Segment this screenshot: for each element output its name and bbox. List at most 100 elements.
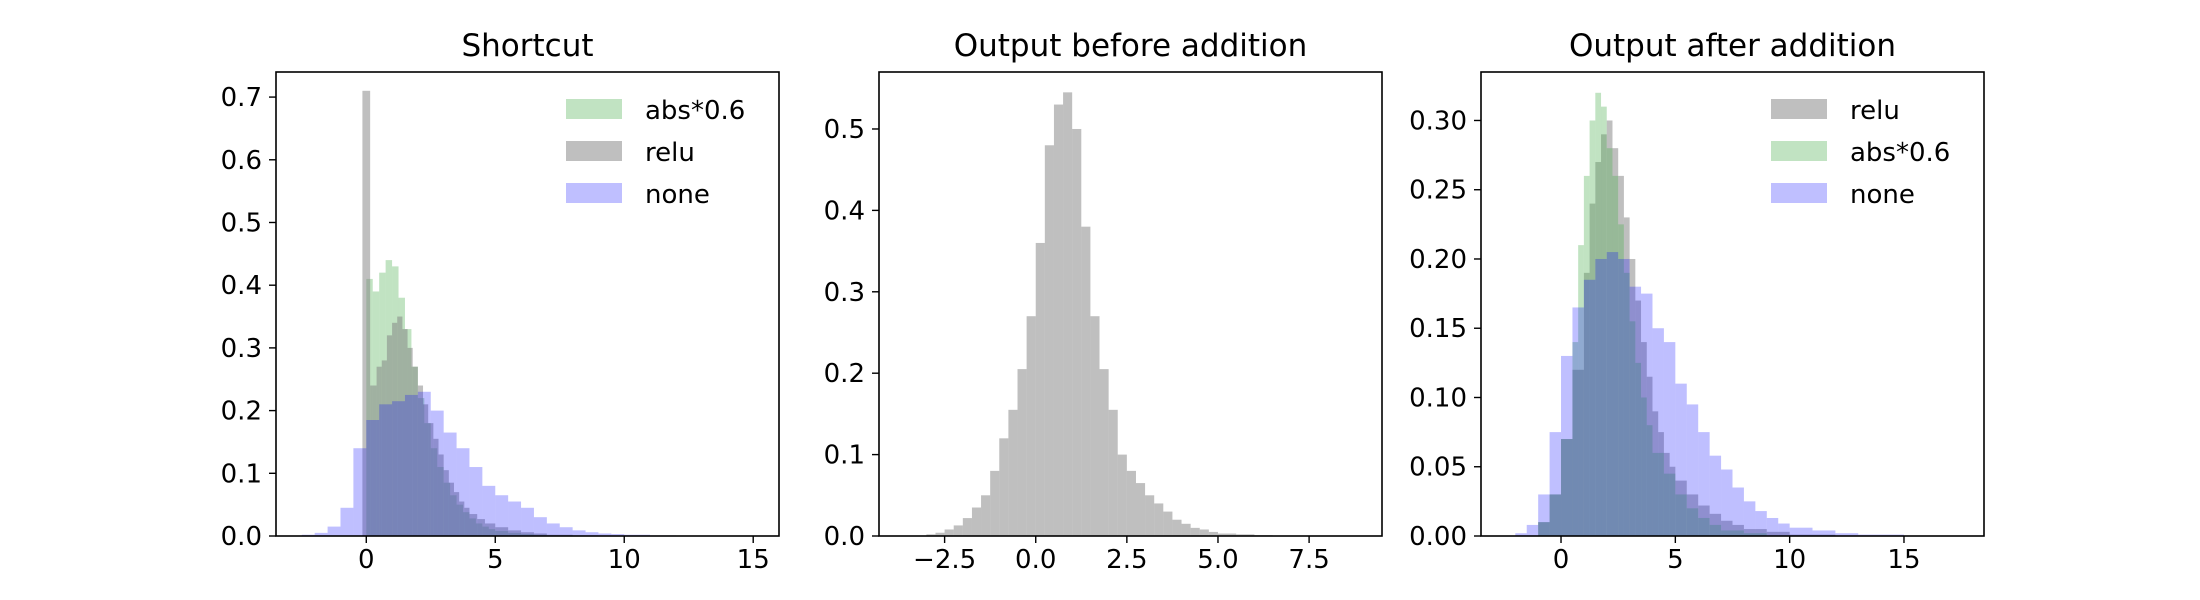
histogram-bar [1589, 120, 1596, 536]
histogram-bar [430, 410, 444, 536]
histogram-bar [1641, 293, 1653, 536]
histogram-bar [953, 525, 963, 536]
histogram-bar [1675, 383, 1687, 536]
histogram-bar [1743, 501, 1756, 536]
y-tick-label: 0.5 [221, 208, 262, 238]
legend: abs*0.6 relu none [566, 96, 745, 210]
histogram-bar [1549, 494, 1562, 536]
histogram-bar [1606, 148, 1613, 536]
histogram-bar [1675, 480, 1687, 536]
histogram-bar [572, 530, 586, 536]
histogram-bar [935, 532, 945, 536]
y-tick-label: 0.20 [1409, 245, 1467, 275]
histogram-bar [1572, 307, 1584, 536]
histogram-bar [1835, 533, 1859, 536]
histogram-bar [981, 495, 991, 536]
y-tick-label: 0.1 [221, 459, 262, 489]
histogram-bar [404, 394, 418, 536]
histogram-bar [1126, 470, 1136, 536]
histogram-bar [1072, 128, 1082, 537]
histogram-bar [353, 448, 367, 536]
histogram-bar [1663, 473, 1676, 536]
x-tick-label: 0 [358, 545, 375, 575]
histogram-bar [1561, 439, 1573, 536]
legend-swatch [1771, 183, 1827, 203]
histogram-panel-1: 0 5 10 15 0.0 0.1 0.2 0.3 0.4 0.5 0.6 0.7 Shortcut ab… [221, 28, 780, 575]
histogram-bar [340, 507, 354, 536]
histogram-bar [1623, 272, 1630, 536]
histogram-bar [1135, 483, 1146, 536]
histogram-bar [1583, 272, 1590, 536]
series-2-bars [1538, 92, 1767, 537]
histogram-bar [402, 329, 408, 536]
histogram-bar [459, 501, 465, 536]
histogram-bar [1044, 145, 1054, 536]
legend-swatch [1771, 141, 1827, 161]
histogram-bar [1721, 469, 1733, 536]
axes-frame [1480, 71, 1985, 537]
chart-title: Output after addition [1569, 28, 1896, 64]
histogram-bar [1199, 529, 1209, 536]
histogram-bar [1236, 534, 1255, 536]
series-2-bars [362, 90, 599, 536]
histogram-bar [1641, 397, 1647, 536]
axes-frame [275, 71, 780, 537]
histogram-bar [508, 530, 522, 536]
histogram-bar [1732, 487, 1744, 536]
y-tick-label: 0.30 [1409, 106, 1467, 136]
histogram-bar [1789, 527, 1813, 536]
legend-label: none [645, 180, 710, 210]
histogram-bar [1026, 316, 1036, 536]
x-tick-label: 15 [737, 545, 770, 575]
histogram-bar [1035, 242, 1045, 536]
histogram-bar [443, 432, 457, 536]
histogram-bar [392, 322, 398, 536]
histogram-bar [1618, 224, 1624, 537]
histogram-bar [417, 385, 424, 536]
histogram-bar [379, 404, 393, 536]
x-tick-label: 15 [1887, 545, 1920, 575]
histogram-bar [1686, 494, 1699, 536]
histogram-bar [944, 529, 954, 536]
legend-swatch [566, 99, 622, 119]
histogram-bar [1635, 300, 1642, 536]
histogram-bar [1163, 511, 1173, 536]
histogram-bar [1172, 519, 1182, 536]
x-tick-label: 5.0 [1197, 545, 1238, 575]
histogram-bar [1709, 524, 1722, 536]
x-tick-label: 5 [1667, 545, 1684, 575]
series-3-bars [1515, 252, 1904, 536]
histogram-bar [412, 366, 418, 536]
axes-frame [878, 71, 1383, 537]
histogram-bar [1515, 533, 1527, 536]
chart-title: Output before addition [954, 28, 1308, 64]
histogram-bar [521, 507, 534, 536]
histogram-bar [1686, 508, 1699, 536]
y-tick-label: 0.4 [221, 271, 262, 301]
histogram-bar [990, 470, 1000, 536]
x-tick-label: 7.5 [1288, 545, 1329, 575]
histogram-bar [423, 404, 429, 536]
histogram-bar [1669, 466, 1676, 536]
y-tick-label: 0.6 [221, 146, 262, 176]
histogram-bar [1721, 530, 1744, 536]
histogram-bar [508, 501, 522, 536]
x-tick-label: 5 [487, 545, 504, 575]
histogram-bar [1601, 106, 1607, 536]
histogram-bar [585, 532, 599, 536]
histogram-bar [456, 448, 470, 536]
x-tick-label: 10 [608, 545, 641, 575]
histogram-bar [453, 492, 460, 536]
histogram-bar [1181, 523, 1191, 536]
histogram-bar [397, 316, 403, 536]
histogram-bar [1618, 258, 1630, 536]
histogram-bar [1526, 524, 1539, 536]
legend-swatch [566, 183, 622, 203]
histogram-bar [1629, 286, 1642, 536]
histogram-bar [1154, 503, 1164, 536]
histogram-bar [1578, 245, 1584, 536]
histogram-bar [1743, 529, 1767, 536]
y-tick-label: 0.2 [221, 397, 262, 427]
histogram-bar [366, 420, 380, 536]
